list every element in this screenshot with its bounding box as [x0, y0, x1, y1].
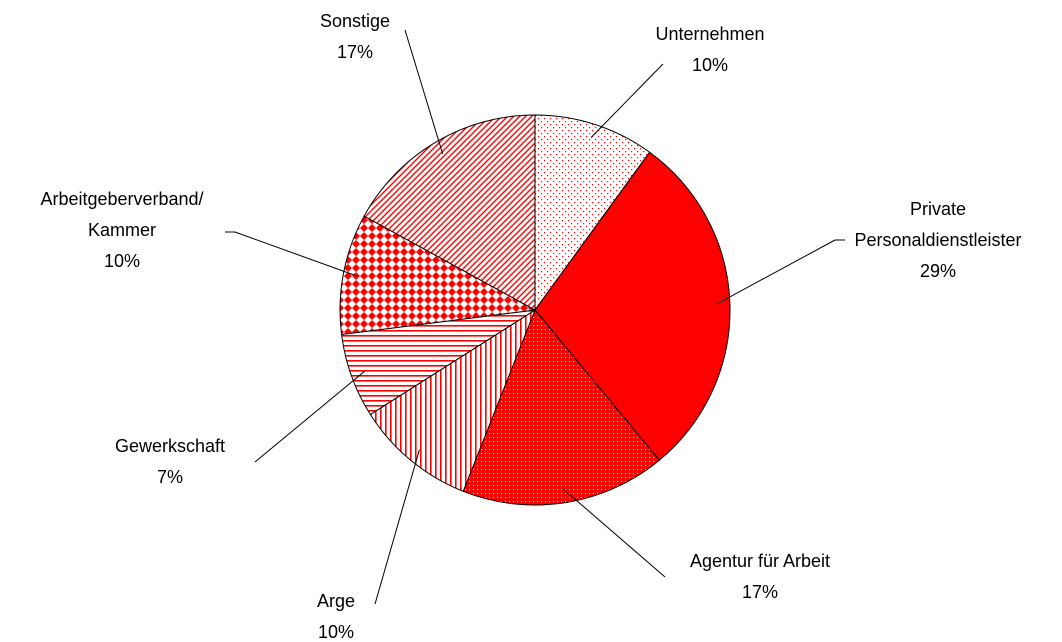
leader-line [254, 371, 365, 463]
leader-line [404, 29, 444, 155]
leader-line [590, 63, 664, 138]
slice-label: Arbeitgeberverband/Kammer [40, 189, 203, 240]
slice-value-label: 7% [157, 467, 183, 487]
slice-value-label: 17% [742, 582, 778, 602]
leader-line [716, 239, 836, 305]
leader-line [234, 231, 358, 277]
slice-label: Agentur für Arbeit [690, 551, 830, 571]
leader-line [374, 449, 420, 605]
slice-value-label: 10% [692, 55, 728, 75]
slice-label: Sonstige [320, 11, 390, 31]
slice-value-label: 17% [337, 42, 373, 62]
slice-value-label: 10% [318, 622, 354, 642]
slice-label: Unternehmen [655, 24, 764, 44]
slice-label: Gewerkschaft [115, 436, 225, 456]
leader-line [563, 488, 666, 578]
pie-slice [339, 215, 537, 335]
pie-slice [534, 151, 731, 461]
pie-slice [462, 309, 661, 506]
slice-value-label: 10% [104, 251, 140, 271]
slice-value-label: 29% [920, 261, 956, 281]
slice-label: Private Personaldienstleister [854, 199, 1021, 250]
slice-label: Arge [317, 591, 355, 611]
pie-slice [363, 114, 536, 311]
pie-slice [369, 308, 537, 492]
pie [339, 114, 731, 506]
pie-slice [534, 114, 651, 312]
